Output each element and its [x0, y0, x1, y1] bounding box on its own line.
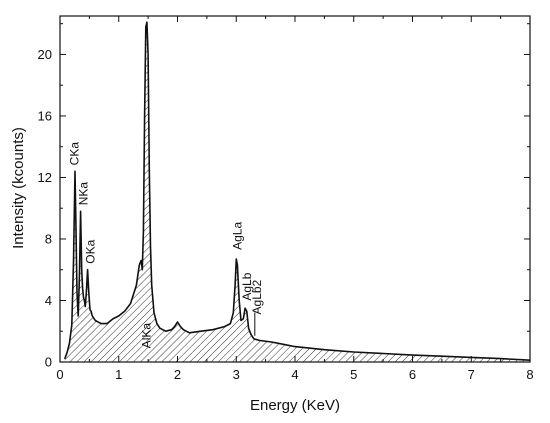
x-tick-label: 6 — [409, 367, 416, 382]
y-tick-label: 8 — [45, 231, 52, 246]
spectrum-fill — [64, 22, 530, 362]
y-tick-label: 4 — [45, 293, 52, 308]
peak-label-cka: CKa — [68, 142, 82, 166]
spectrum-line — [63, 21, 531, 361]
x-tick-label: 2 — [174, 367, 181, 382]
peak-label-agla: AgLa — [230, 222, 244, 250]
y-tick-label: 16 — [38, 108, 52, 123]
peak-label-aglb: AgLb — [240, 272, 254, 300]
y-tick-label: 20 — [38, 47, 52, 62]
y-tick-label: 12 — [38, 170, 52, 185]
x-tick-label: 4 — [291, 367, 298, 382]
peak-label-oka: OKa — [84, 239, 98, 263]
plot-area — [59, 15, 531, 363]
x-tick-label: 5 — [350, 367, 357, 382]
peak-label-aglb2: AgLb2 — [250, 279, 264, 314]
y-axis-title: Intensity (kcounts) — [10, 127, 27, 249]
x-tick-label: 7 — [468, 367, 475, 382]
y-tick-label: 0 — [45, 355, 52, 370]
x-axis-ticks: 0 1 2 3 4 5 6 7 8 — [56, 16, 534, 382]
x-tick-label: 8 — [526, 367, 533, 382]
x-axis-title: Energy (KeV) — [250, 397, 340, 414]
peak-label-alka: AlKa — [139, 323, 153, 349]
x-tick-label: 3 — [233, 367, 240, 382]
x-tick-label: 0 — [56, 367, 63, 382]
y-axis-ticks: 0 4 8 12 16 20 — [38, 23, 530, 370]
peak-label-nka: NKa — [77, 182, 91, 206]
x-tick-label: 1 — [115, 367, 122, 382]
